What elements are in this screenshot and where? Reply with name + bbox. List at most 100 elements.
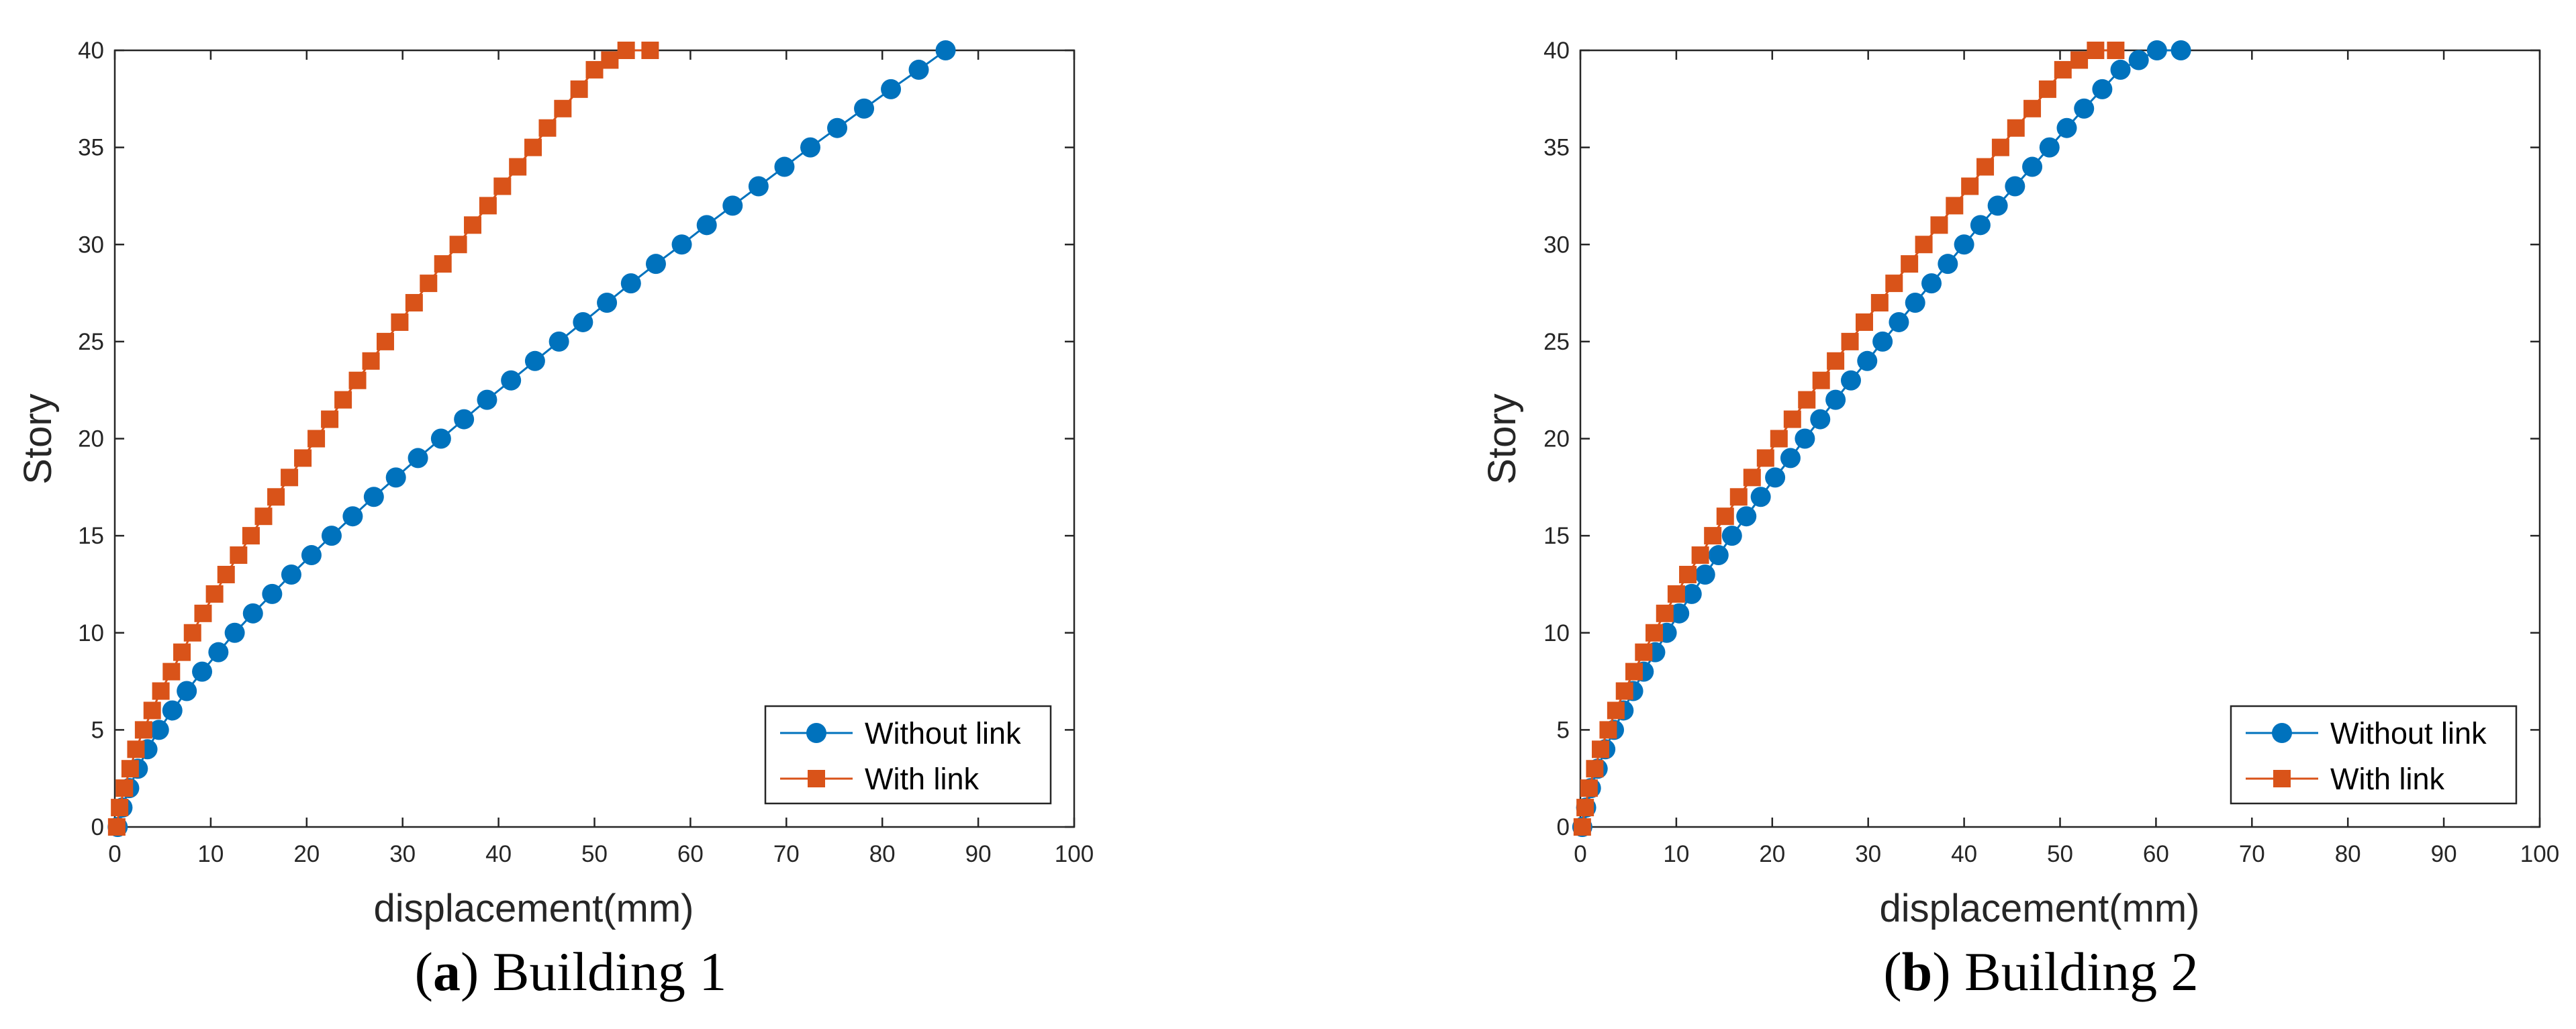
data-point-with-link [254, 507, 273, 526]
data-point-without-link [1938, 254, 1958, 275]
data-point-without-link [477, 389, 497, 410]
data-point-with-link [1798, 391, 1816, 409]
data-point-without-link [262, 583, 283, 604]
data-point-with-link [1656, 604, 1674, 622]
data-point-without-link [1765, 467, 1786, 488]
data-point-with-link [1743, 469, 1761, 487]
data-point-with-link [1729, 488, 1748, 506]
y-tick-label: 0 [1557, 814, 1570, 840]
caption-letter: a [433, 941, 461, 1002]
data-point-with-link [1592, 740, 1610, 758]
data-point-without-link [548, 331, 569, 352]
legend-marker-with-link [808, 770, 825, 787]
data-point-without-link [501, 370, 522, 391]
data-point-with-link [267, 488, 285, 506]
data-point-with-link [1625, 663, 1643, 681]
data-point-with-link [376, 332, 394, 350]
data-point-with-link [115, 779, 134, 797]
x-axis-label: displacement(mm) [374, 887, 694, 930]
caption-title: Building 2 [1951, 941, 2199, 1002]
y-tick-label: 10 [78, 620, 104, 646]
data-point-without-link [1954, 234, 1974, 255]
y-axis-label: Story [1480, 393, 1524, 484]
data-point-with-link [601, 51, 619, 69]
caption-letter: b [1902, 941, 1933, 1002]
data-point-with-link [1667, 585, 1685, 603]
y-tick-label: 30 [78, 232, 104, 258]
caption-title: Building 1 [479, 941, 726, 1002]
data-point-without-link [722, 195, 743, 216]
y-axis-label: Story [16, 393, 60, 484]
data-point-with-link [1812, 371, 1830, 389]
data-point-without-link [935, 40, 956, 60]
panel-caption: (a) Building 1 [415, 941, 727, 1002]
data-point-without-link [1905, 293, 1925, 313]
data-point-with-link [307, 430, 326, 448]
legend: Without link With link [2230, 705, 2518, 805]
data-point-without-link [2170, 40, 2191, 60]
data-point-with-link [464, 216, 482, 234]
data-point-without-link [597, 293, 618, 313]
data-point-without-link [281, 564, 301, 585]
x-tick-label: 100 [1055, 841, 1094, 867]
data-point-without-link [1669, 603, 1690, 624]
data-point-without-link [1987, 195, 2008, 216]
data-point-with-link [554, 99, 572, 117]
data-point-without-link [573, 311, 593, 332]
panel-caption: (b) Building 2 [1883, 941, 2198, 1002]
data-point-without-link [854, 98, 875, 119]
y-tick-label: 20 [78, 426, 104, 452]
data-point-without-link [1795, 428, 1815, 449]
legend-label-without-link: Without link [2330, 716, 2487, 750]
x-tick-label: 70 [773, 841, 800, 867]
data-point-without-link [177, 681, 197, 701]
y-tick-label: 5 [1557, 717, 1570, 743]
data-point-with-link [570, 80, 588, 98]
data-point-with-link [1756, 449, 1774, 467]
data-point-with-link [230, 546, 248, 565]
data-point-with-link [2107, 42, 2125, 59]
data-point-with-link [391, 313, 409, 331]
data-point-without-link [1970, 215, 1991, 236]
data-point-with-link [1770, 430, 1788, 448]
data-point-without-link [2022, 156, 2043, 177]
data-point-without-link [224, 622, 245, 643]
panel-b: displacement(mm) Story (b) Building 2 0 1… [1480, 38, 2559, 1002]
data-point-with-link [1976, 158, 1995, 176]
y-tick-label: 40 [1543, 38, 1570, 64]
data-point-without-link [162, 700, 183, 721]
caption-open-paren: ( [1883, 941, 1901, 1002]
y-tick-label: 25 [78, 329, 104, 355]
data-point-without-link [1780, 448, 1801, 469]
x-tick-label: 90 [965, 841, 992, 867]
data-point-with-link [434, 255, 452, 273]
data-point-with-link [493, 177, 512, 195]
data-point-without-link [2146, 40, 2167, 60]
data-point-with-link [134, 721, 152, 739]
legend-marker-with-link [2273, 770, 2291, 787]
data-point-without-link [1921, 273, 1942, 294]
data-point-without-link [645, 254, 666, 275]
legend-label-without-link: Without link [865, 716, 1021, 750]
legend-label-with-link: With link [2330, 762, 2445, 796]
data-point-with-link [2038, 80, 2056, 98]
data-point-with-link [107, 818, 126, 836]
data-point-without-link [430, 428, 451, 449]
x-tick-label: 100 [2520, 841, 2559, 867]
x-tick-label: 10 [1663, 841, 1689, 867]
data-point-without-link [1750, 487, 1771, 507]
data-point-without-link [2056, 117, 2077, 138]
data-point-with-link [2070, 51, 2089, 69]
y-tick-label: 25 [1543, 329, 1570, 355]
data-point-with-link [173, 643, 191, 661]
data-point-without-link [242, 603, 263, 624]
data-point-without-link [148, 720, 169, 740]
data-point-with-link [1991, 138, 2009, 156]
caption-close-paren: ) [461, 941, 479, 1002]
x-tick-label: 80 [869, 841, 896, 867]
data-point-with-link [183, 624, 201, 642]
data-point-with-link [585, 60, 604, 79]
y-tick-label: 35 [78, 135, 104, 161]
data-point-without-link [671, 234, 692, 255]
